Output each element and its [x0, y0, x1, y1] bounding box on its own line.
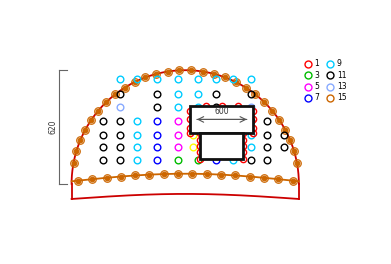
Text: 9: 9: [337, 59, 342, 68]
Text: 600: 600: [215, 107, 229, 116]
Text: 15: 15: [337, 93, 346, 102]
Text: 11: 11: [337, 71, 346, 80]
Text: 3: 3: [314, 71, 319, 80]
Text: 1: 1: [314, 59, 319, 68]
Text: 7: 7: [314, 93, 319, 102]
Text: 13: 13: [337, 82, 346, 91]
Text: 5: 5: [314, 82, 319, 91]
Text: 620: 620: [48, 120, 57, 134]
Bar: [190, 106, 253, 133]
Bar: [201, 133, 243, 159]
